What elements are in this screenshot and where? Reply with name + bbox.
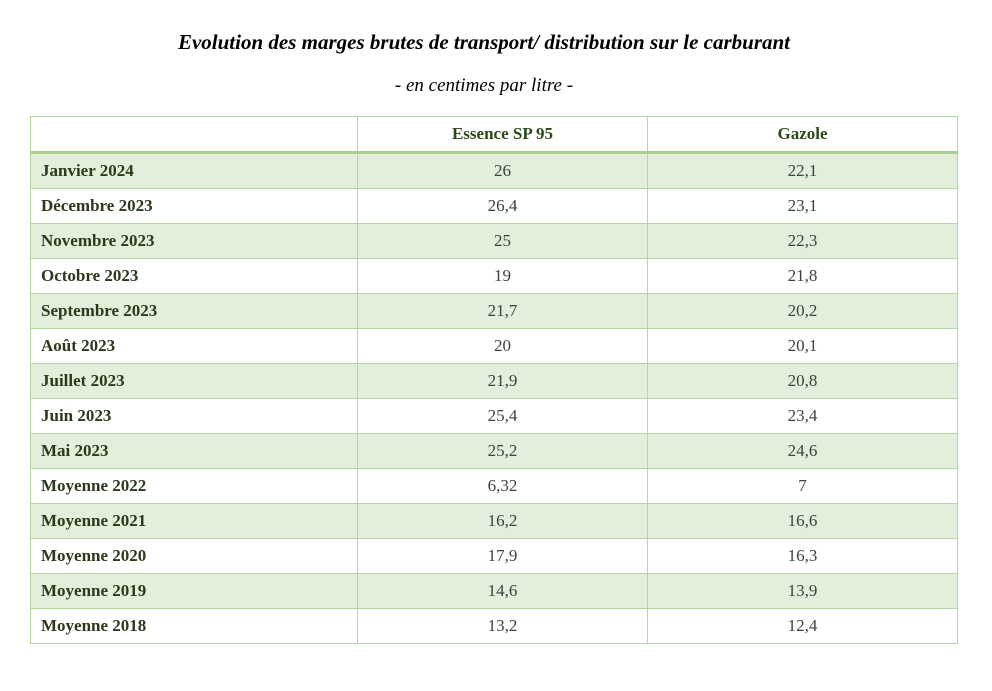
row-label: Moyenne 2021: [30, 503, 358, 539]
page-subtitle: - en centimes par litre -: [394, 75, 574, 96]
cell-essence-sp95: 17,9: [357, 538, 648, 574]
cell-essence-sp95: 25,4: [357, 398, 648, 434]
table-row: Janvier 2024 26 22,1: [30, 152, 958, 189]
cell-gazole: 7: [647, 468, 958, 504]
cell-gazole: 16,6: [647, 503, 958, 539]
row-label: Mai 2023: [30, 433, 358, 469]
cell-essence-sp95: 25,2: [357, 433, 648, 469]
row-label: Août 2023: [30, 328, 358, 364]
cell-essence-sp95: 26: [357, 152, 648, 189]
row-label: Moyenne 2018: [30, 608, 358, 644]
cell-essence-sp95: 16,2: [357, 503, 648, 539]
cell-gazole: 23,1: [647, 188, 958, 224]
cell-essence-sp95: 21,9: [357, 363, 648, 399]
row-label: Juin 2023: [30, 398, 358, 434]
cell-gazole: 22,1: [647, 152, 958, 189]
row-label: Juillet 2023: [30, 363, 358, 399]
cell-gazole: 13,9: [647, 573, 958, 609]
cell-gazole: 12,4: [647, 608, 958, 644]
cell-essence-sp95: 6,32: [357, 468, 648, 504]
row-label: Septembre 2023: [30, 293, 358, 329]
cell-gazole: 20,1: [647, 328, 958, 364]
cell-gazole: 21,8: [647, 258, 958, 294]
table-row: Moyenne 2019 14,6 13,9: [30, 573, 958, 609]
table-row: Août 2023 20 20,1: [30, 328, 958, 364]
cell-essence-sp95: 20: [357, 328, 648, 364]
row-label: Moyenne 2020: [30, 538, 358, 574]
table-header-row: Essence SP 95 Gazole: [30, 116, 958, 154]
page-title: Evolution des marges brutes de transport…: [177, 30, 791, 54]
row-label: Janvier 2024: [30, 152, 358, 189]
cell-gazole: 16,3: [647, 538, 958, 574]
table-row: Décembre 2023 26,4 23,1: [30, 188, 958, 224]
table-row: Novembre 2023 25 22,3: [30, 223, 958, 259]
row-label: Octobre 2023: [30, 258, 358, 294]
header-empty-cell: [30, 116, 358, 154]
table-row: Juillet 2023 21,9 20,8: [30, 363, 958, 399]
table-row: Moyenne 2021 16,2 16,6: [30, 503, 958, 539]
cell-essence-sp95: 19: [357, 258, 648, 294]
cell-essence-sp95: 13,2: [357, 608, 648, 644]
table-row: Septembre 2023 21,7 20,2: [30, 293, 958, 329]
table-row: Moyenne 2020 17,9 16,3: [30, 538, 958, 574]
cell-gazole: 24,6: [647, 433, 958, 469]
row-label: Décembre 2023: [30, 188, 358, 224]
cell-gazole: 20,8: [647, 363, 958, 399]
table-row: Moyenne 2022 6,32 7: [30, 468, 958, 504]
table-row: Mai 2023 25,2 24,6: [30, 433, 958, 469]
cell-essence-sp95: 26,4: [357, 188, 648, 224]
table-row: Moyenne 2018 13,2 12,4: [30, 608, 958, 644]
cell-essence-sp95: 25: [357, 223, 648, 259]
margins-table: Essence SP 95 Gazole Janvier 2024 26 22,1 D…: [30, 116, 958, 644]
cell-gazole: 22,3: [647, 223, 958, 259]
row-label: Moyenne 2019: [30, 573, 358, 609]
row-label: Novembre 2023: [30, 223, 358, 259]
cell-essence-sp95: 14,6: [357, 573, 648, 609]
table-row: Juin 2023 25,4 23,4: [30, 398, 958, 434]
row-label: Moyenne 2022: [30, 468, 358, 504]
cell-gazole: 20,2: [647, 293, 958, 329]
cell-gazole: 23,4: [647, 398, 958, 434]
header-essence-sp95: Essence SP 95: [357, 116, 648, 154]
cell-essence-sp95: 21,7: [357, 293, 648, 329]
header-gazole: Gazole: [647, 116, 958, 154]
table-row: Octobre 2023 19 21,8: [30, 258, 958, 294]
